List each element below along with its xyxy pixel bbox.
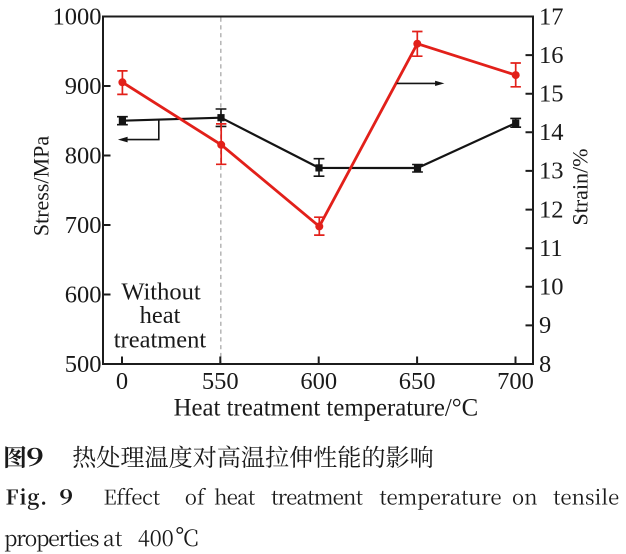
svg-text:9: 9 bbox=[539, 312, 551, 339]
svg-text:8: 8 bbox=[539, 351, 551, 378]
svg-text:Stress/MPa: Stress/MPa bbox=[29, 136, 54, 236]
svg-text:heat: heat bbox=[140, 302, 181, 329]
svg-text:900: 900 bbox=[65, 73, 102, 100]
svg-text:16: 16 bbox=[539, 42, 564, 69]
svg-text:Strain/%: Strain/% bbox=[568, 149, 593, 226]
svg-text:17: 17 bbox=[539, 3, 564, 30]
svg-text:550: 550 bbox=[202, 368, 239, 395]
svg-text:0: 0 bbox=[116, 368, 128, 395]
svg-text:13: 13 bbox=[539, 158, 564, 185]
svg-text:1000: 1000 bbox=[53, 3, 102, 30]
svg-text:11: 11 bbox=[539, 235, 563, 262]
svg-text:14: 14 bbox=[539, 119, 564, 146]
svg-text:800: 800 bbox=[65, 142, 102, 169]
svg-text:Heat treatment temperature/°C: Heat treatment temperature/°C bbox=[174, 394, 479, 421]
svg-text:700: 700 bbox=[65, 212, 102, 239]
svg-text:Without: Without bbox=[121, 279, 201, 306]
svg-text:650: 650 bbox=[399, 368, 436, 395]
svg-text:10: 10 bbox=[539, 274, 564, 301]
svg-text:600: 600 bbox=[65, 281, 102, 308]
svg-text:treatment: treatment bbox=[114, 326, 207, 353]
svg-text:500: 500 bbox=[65, 351, 102, 378]
svg-text:600: 600 bbox=[300, 368, 337, 395]
svg-text:15: 15 bbox=[539, 81, 564, 108]
svg-text:700: 700 bbox=[497, 368, 534, 395]
svg-text:12: 12 bbox=[539, 196, 564, 223]
